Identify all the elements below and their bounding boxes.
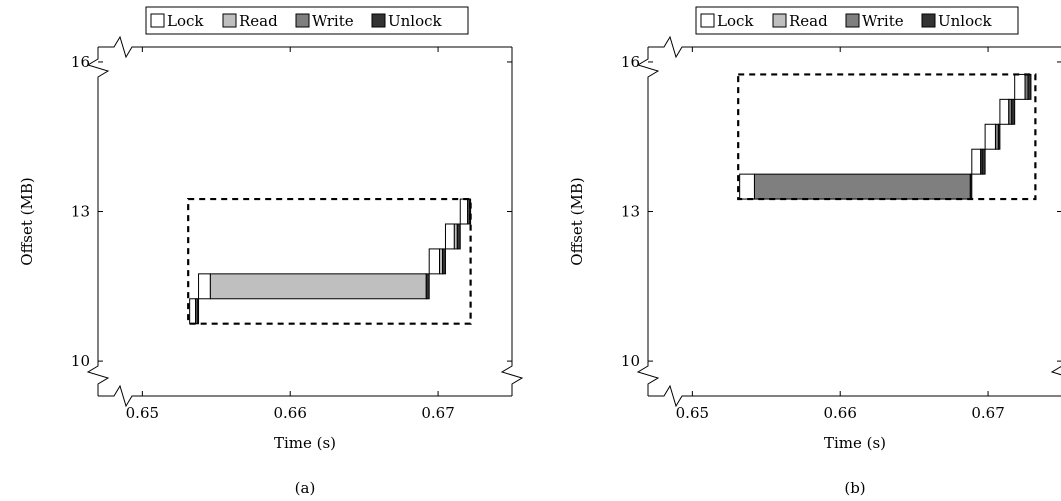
lock-bar <box>459 198 469 225</box>
plot-frame-top <box>648 35 1061 59</box>
unlock-bar <box>1011 98 1016 125</box>
y-tick-label: 13 <box>621 203 640 221</box>
legend-swatch-read <box>222 13 237 28</box>
legend-label-lock: Lock <box>717 12 754 30</box>
legend-swatch-read <box>772 13 787 28</box>
legend-label-lock: Lock <box>167 12 204 30</box>
unlock-bar <box>997 123 1001 150</box>
legend-label-read: Read <box>239 12 278 30</box>
legend-label-read: Read <box>789 12 828 30</box>
lock-bar <box>444 223 455 250</box>
unlock-bar <box>981 148 986 175</box>
plot-frame-bottom <box>648 384 1061 408</box>
y-tick-label: 10 <box>621 352 640 370</box>
unlock-bar <box>442 248 446 275</box>
legend-swatch-write <box>295 13 310 28</box>
unlock-bar <box>969 173 973 200</box>
legend-label-write: Write <box>862 12 904 30</box>
chart-panel-b: 0.65 0.66 0.67 10 13 16 Time (s) Offset (MB) (b)… <box>568 6 1061 497</box>
write-bar <box>753 173 971 200</box>
x-axis-label: Time (s) <box>824 434 886 452</box>
lock-bar <box>984 123 996 150</box>
lock-bar <box>189 298 197 325</box>
x-tick-label: 0.65 <box>126 404 159 422</box>
legend-swatch-lock <box>150 13 165 28</box>
unlock-bar <box>1027 73 1032 100</box>
panel-caption: (a) <box>295 479 316 497</box>
unlock-bar <box>468 198 472 225</box>
plot-frame-left <box>636 47 660 396</box>
legend-label-unlock: Unlock <box>388 12 443 30</box>
read-bar <box>209 273 427 300</box>
highlight-box <box>737 73 1037 201</box>
unlock-bar <box>456 223 461 250</box>
x-tick-label: 0.65 <box>676 404 709 422</box>
plot-frame-right <box>500 47 524 396</box>
legend-label-unlock: Unlock <box>938 12 993 30</box>
legend-swatch-unlock <box>921 13 936 28</box>
unlock-bar <box>425 273 430 300</box>
y-tick-label: 10 <box>71 352 90 370</box>
x-axis-label: Time (s) <box>274 434 336 452</box>
legend: Lock Read Write Unlock <box>695 6 1019 35</box>
legend-swatch-unlock <box>371 13 386 28</box>
legend-swatch-lock <box>700 13 715 28</box>
y-tick-label: 16 <box>621 53 640 71</box>
lock-bar <box>1014 73 1026 100</box>
x-tick-label: 0.67 <box>971 404 1004 422</box>
plot-frame-bottom <box>98 384 512 408</box>
legend-swatch-write <box>845 13 860 28</box>
y-tick-label: 16 <box>71 53 90 71</box>
lock-bar <box>198 273 211 300</box>
highlight-box <box>187 197 472 325</box>
lock-bar <box>971 148 982 175</box>
x-tick-label: 0.67 <box>421 404 454 422</box>
y-tick-label: 13 <box>71 203 90 221</box>
plot-frame-top <box>98 35 512 59</box>
lock-bar <box>999 98 1010 125</box>
lock-bar <box>739 173 755 200</box>
unlock-bar <box>196 298 200 325</box>
lock-bar <box>428 248 441 275</box>
y-axis-label: Offset (MB) <box>18 177 36 265</box>
plot-frame-left <box>86 47 110 396</box>
plot-frame-right <box>1050 366 1061 376</box>
y-axis-label: Offset (MB) <box>568 177 586 265</box>
legend: Lock Read Write Unlock <box>145 6 469 35</box>
panel-caption: (b) <box>844 479 865 497</box>
legend-label-write: Write <box>312 12 354 30</box>
x-tick-label: 0.66 <box>274 404 307 422</box>
x-tick-label: 0.66 <box>824 404 857 422</box>
chart-panel-a: 0.65 0.66 0.67 10 13 16 Time (s) Offset (MB) (a)… <box>18 6 524 497</box>
